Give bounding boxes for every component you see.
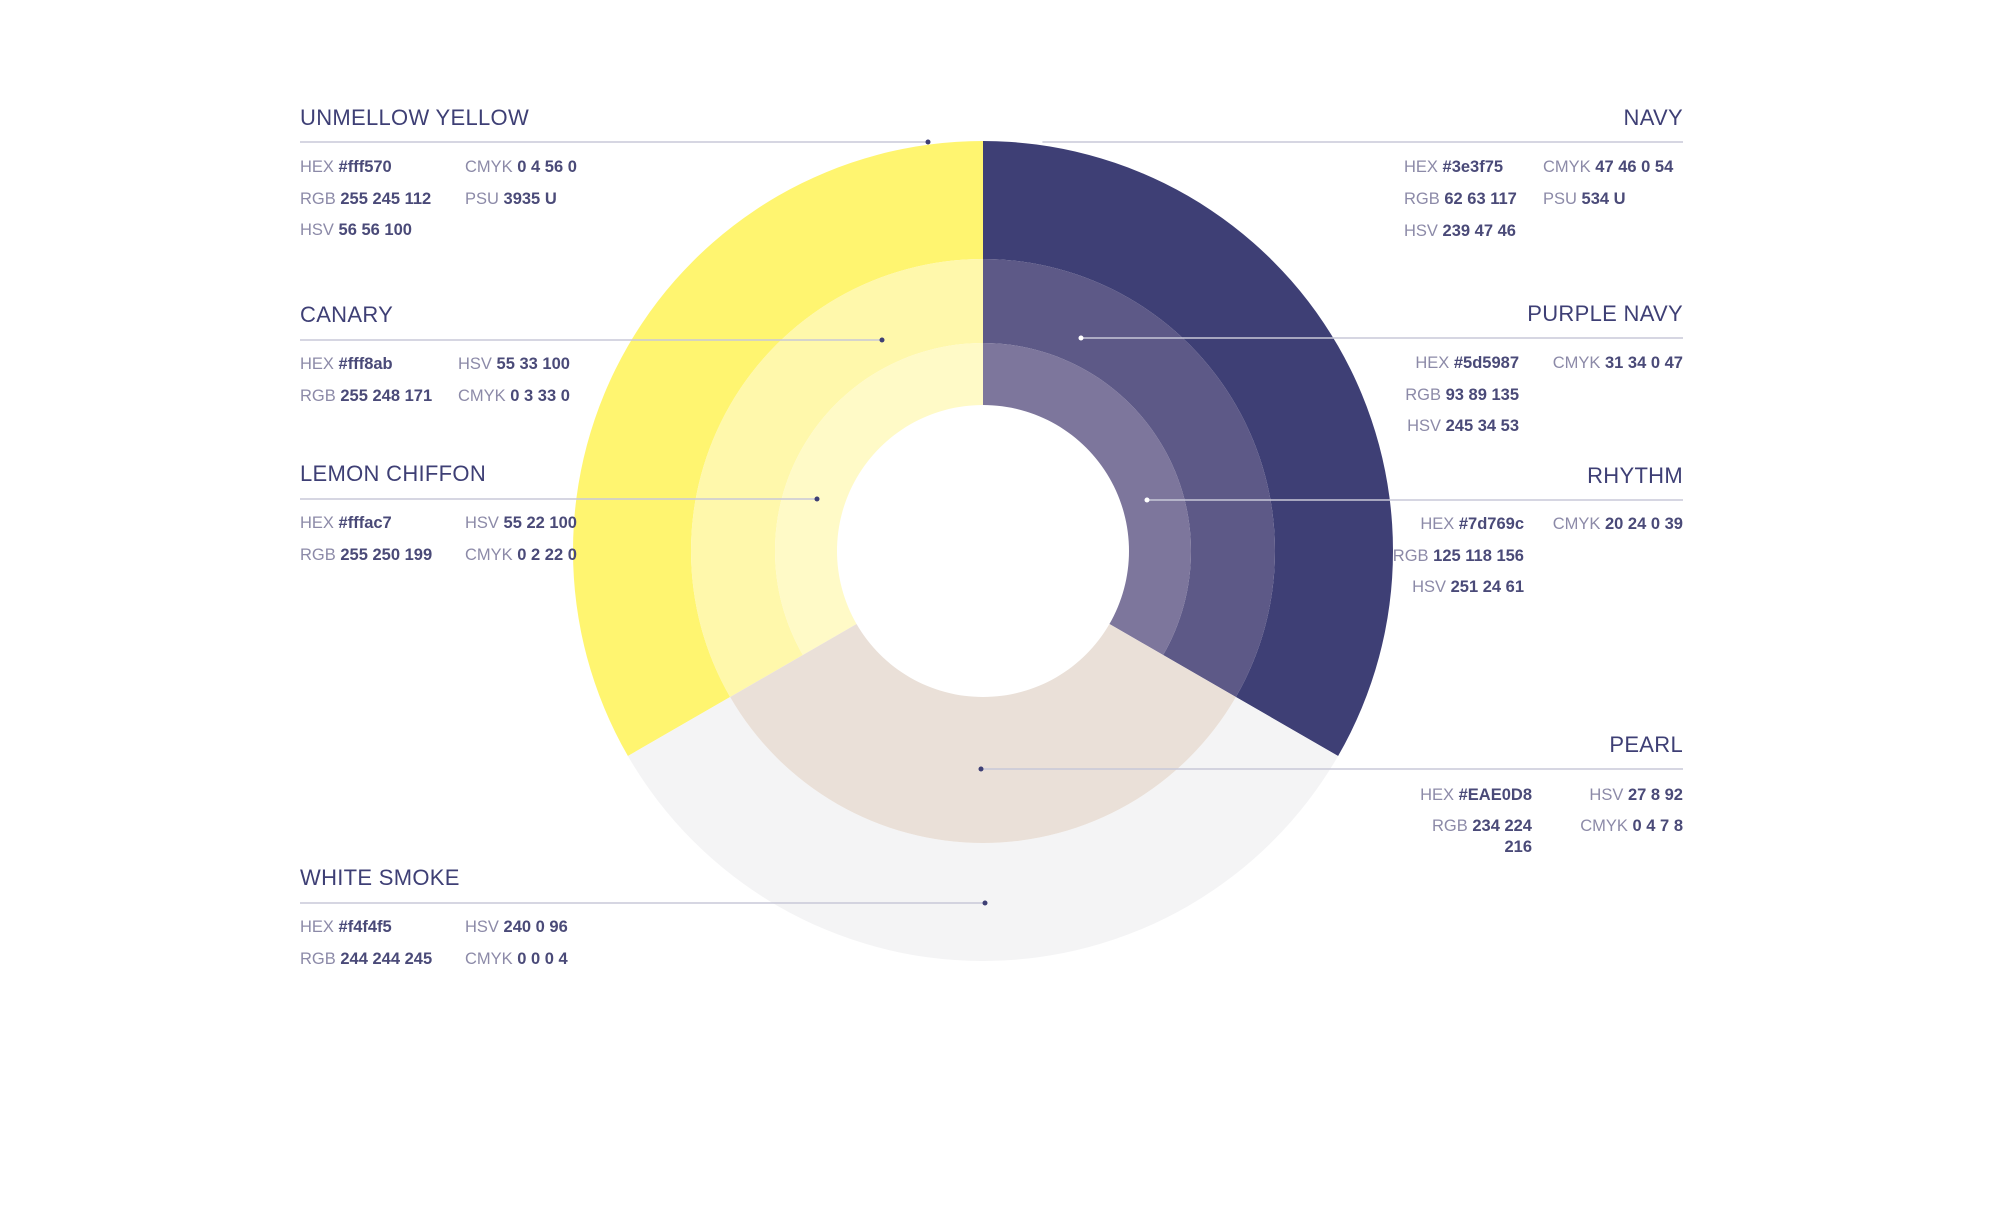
segment-lemon-chiffon [774, 343, 983, 655]
leader-purple-navy-dot [1078, 335, 1084, 341]
leader-lemon-chiffon-dot [814, 496, 820, 502]
segment-white-smoke [627, 697, 1339, 962]
leader-navy-dot [1037, 139, 1043, 145]
leader-white-smoke-dot [982, 900, 988, 906]
segment-navy [983, 141, 1393, 756]
segment-canary [691, 259, 983, 697]
leader-rhythm-dot [1144, 497, 1150, 503]
leader-canary-dot [879, 337, 885, 343]
leader-unmellow-yellow-dot [925, 139, 931, 145]
segment-pearl [730, 624, 1236, 843]
segment-rhythm [983, 343, 1191, 655]
segment-unmellow-yellow [572, 141, 983, 756]
segment-purple-navy [983, 259, 1275, 697]
leader-pearl-dot [978, 766, 984, 772]
